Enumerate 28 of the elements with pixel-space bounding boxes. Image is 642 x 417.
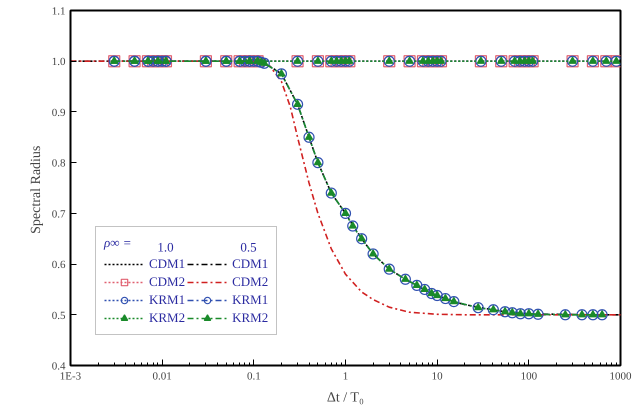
y-tick-label: 1.1	[52, 6, 66, 18]
y-tick-label: 0.6	[52, 259, 66, 272]
legend-label: KRM1	[232, 292, 268, 308]
y-tick-label: 0.7	[52, 208, 66, 220]
y-tick-label: 0.8	[52, 158, 66, 170]
legend-label: CDM2	[232, 274, 268, 290]
y-axis-title: Spectral Radius	[28, 146, 44, 234]
legend-title: ρ∞ =	[104, 235, 132, 250]
x-tick-label: 0.01	[152, 370, 172, 382]
x-tick-label: 0.1	[246, 370, 261, 382]
x-axis-title: Δt / T₀	[326, 390, 364, 406]
y-tick-label: 0.9	[52, 106, 66, 119]
y-tick-label: 1.0	[52, 56, 66, 68]
x-tick-label: 10	[432, 370, 444, 382]
legend-label: CDM1	[149, 256, 186, 272]
y-tick-label: 0.4	[52, 360, 66, 372]
legend-label: KRM2	[149, 310, 186, 326]
y-tick-label: 0.5	[52, 310, 66, 322]
x-tick-label: 1E-3	[60, 370, 82, 382]
legend-label: KRM1	[149, 292, 186, 308]
legend-label: CDM1	[232, 256, 268, 272]
annotation: 0.5	[240, 240, 257, 254]
x-tick-label: 100	[520, 370, 538, 382]
annotation: 1.0	[157, 240, 174, 254]
x-tick-label: 1	[342, 370, 348, 382]
legend-label: CDM2	[149, 274, 186, 290]
x-tick-label: 1000	[610, 370, 632, 382]
legend-label: KRM2	[232, 310, 268, 326]
